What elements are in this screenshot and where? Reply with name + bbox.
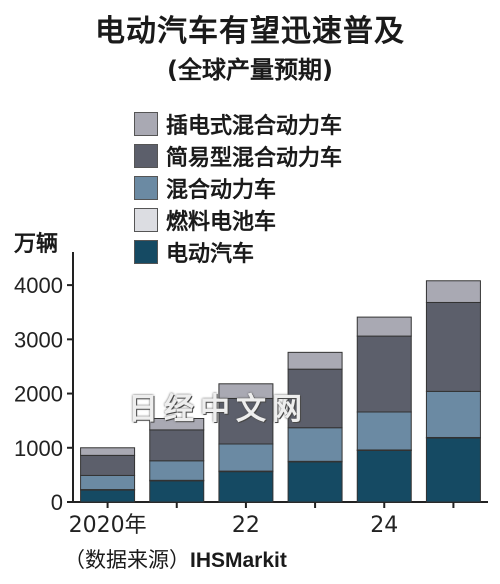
legend-item-fuel-cell: 燃料电池车: [134, 204, 342, 236]
y-tick-label: 4000: [14, 273, 63, 298]
bar-segment: [80, 447, 136, 456]
y-tick-label: 3000: [14, 327, 63, 352]
y-tick-label: 1000: [14, 436, 63, 461]
bar-segment: [149, 480, 205, 503]
x-tick-label: 22: [232, 513, 260, 538]
bar-segment: [218, 471, 274, 503]
y-tick-label: 2000: [14, 382, 63, 407]
bar-segment: [425, 301, 481, 392]
legend-item-phev: 插电式混合动力车: [134, 108, 342, 140]
bar-segment: [287, 461, 343, 503]
legend-swatch-fuel-cell: [134, 208, 158, 232]
legend-label-ev: 电动汽车: [166, 242, 255, 267]
bar-segment: [149, 417, 205, 431]
watermark: 日经中文网: [128, 392, 308, 427]
legend: 插电式混合动力车 简易型混合动力车 混合动力车 燃料电池车 电动汽车: [134, 108, 342, 268]
x-tick-label: 24: [370, 513, 398, 538]
legend-item-ev: 电动汽车: [134, 236, 342, 268]
bar-segment: [425, 390, 481, 438]
chart-title: 电动汽车有望迅速普及: [95, 14, 405, 49]
y-axis-unit-label: 万辆: [14, 232, 59, 257]
bar-segment: [149, 429, 205, 462]
bar-segment: [356, 411, 412, 451]
legend-swatch-ev: [134, 240, 158, 264]
source-note: （数据来源）IHSMarkit: [64, 544, 287, 574]
bar-segment: [218, 443, 274, 472]
bar-segment: [425, 437, 481, 503]
legend-item-hybrid: 混合动力车: [134, 172, 342, 204]
bar-segment: [218, 397, 274, 445]
legend-label-hybrid: 混合动力车: [166, 178, 277, 203]
legend-label-phev: 插电式混合动力车: [166, 114, 343, 139]
source-name: IHSMarkit: [190, 549, 287, 572]
bar-segment: [80, 454, 136, 476]
bar-segment: [80, 474, 136, 491]
bar-segment: [356, 449, 412, 503]
bar-segment: [425, 280, 481, 303]
y-tick-label: 0: [51, 490, 63, 515]
legend-swatch-phev: [134, 112, 158, 136]
bar-segment: [356, 335, 412, 413]
bar-segment: [149, 460, 205, 481]
bar-segment: [356, 316, 412, 337]
source-prefix: （数据来源）: [64, 548, 190, 572]
bar-segment: [287, 351, 343, 370]
legend-label-fuel-cell: 燃料电池车: [166, 210, 277, 235]
chart-subtitle: (全球产量预期): [167, 56, 333, 84]
legend-swatch-mild-hybrid: [134, 144, 158, 168]
bar-segment: [218, 383, 274, 399]
bar-segment: [287, 427, 343, 462]
bar-segment: [80, 489, 136, 503]
legend-item-mild-hybrid: 简易型混合动力车: [134, 140, 342, 172]
x-tick-label: 2020年: [69, 513, 147, 538]
bar-segment: [287, 368, 343, 429]
legend-label-mild-hybrid: 简易型混合动力车: [166, 146, 343, 171]
legend-swatch-hybrid: [134, 176, 158, 200]
